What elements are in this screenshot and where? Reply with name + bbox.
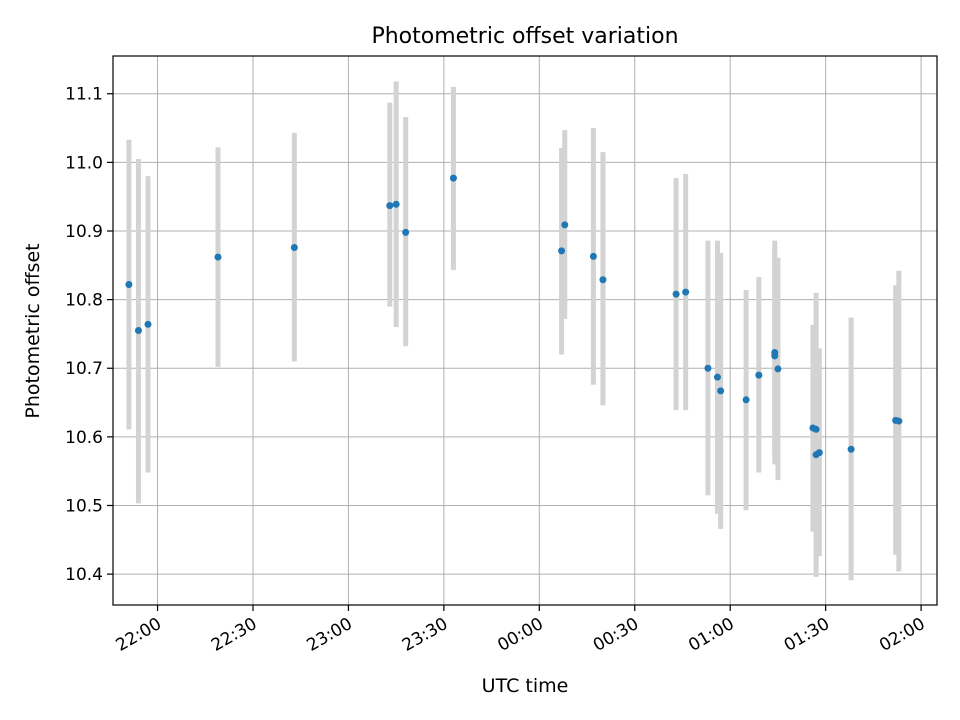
data-point: [717, 387, 725, 395]
data-point: [704, 364, 712, 372]
data-point: [144, 320, 152, 328]
grid: [113, 56, 937, 605]
data-points: [125, 174, 903, 459]
data-point: [290, 243, 298, 251]
y-tick-label: 10.4: [65, 565, 103, 585]
y-tick-label: 10.6: [65, 428, 103, 448]
y-tick-label: 11.0: [65, 153, 103, 173]
y-tick-label: 11.1: [65, 85, 103, 105]
data-point: [561, 221, 569, 229]
x-axis-label: UTC time: [482, 675, 569, 697]
data-point: [847, 445, 855, 453]
data-point: [589, 252, 597, 260]
y-tick-label: 10.7: [65, 359, 103, 379]
data-point: [812, 425, 820, 433]
data-point: [402, 228, 410, 236]
chart-title: Photometric offset variation: [371, 24, 678, 49]
data-point: [755, 371, 763, 379]
data-point: [392, 200, 400, 208]
data-point: [774, 365, 782, 373]
data-point: [672, 290, 680, 298]
data-point: [386, 202, 394, 210]
y-axis-label: Photometric offset: [22, 243, 44, 418]
data-point: [815, 449, 823, 457]
plot-frame: [112, 55, 938, 606]
y-tick-label: 10.5: [65, 496, 103, 516]
data-point: [449, 174, 457, 182]
data-point: [682, 288, 690, 296]
data-point: [771, 352, 779, 360]
data-point: [214, 253, 222, 261]
data-point: [742, 396, 750, 404]
data-point: [599, 276, 607, 284]
y-tick-label: 10.9: [65, 222, 103, 242]
data-point: [558, 247, 566, 255]
data-point: [134, 327, 142, 334]
data-point: [895, 417, 903, 425]
data-point: [713, 373, 721, 381]
data-point: [125, 281, 133, 289]
y-tick-label: 10.8: [65, 291, 103, 311]
